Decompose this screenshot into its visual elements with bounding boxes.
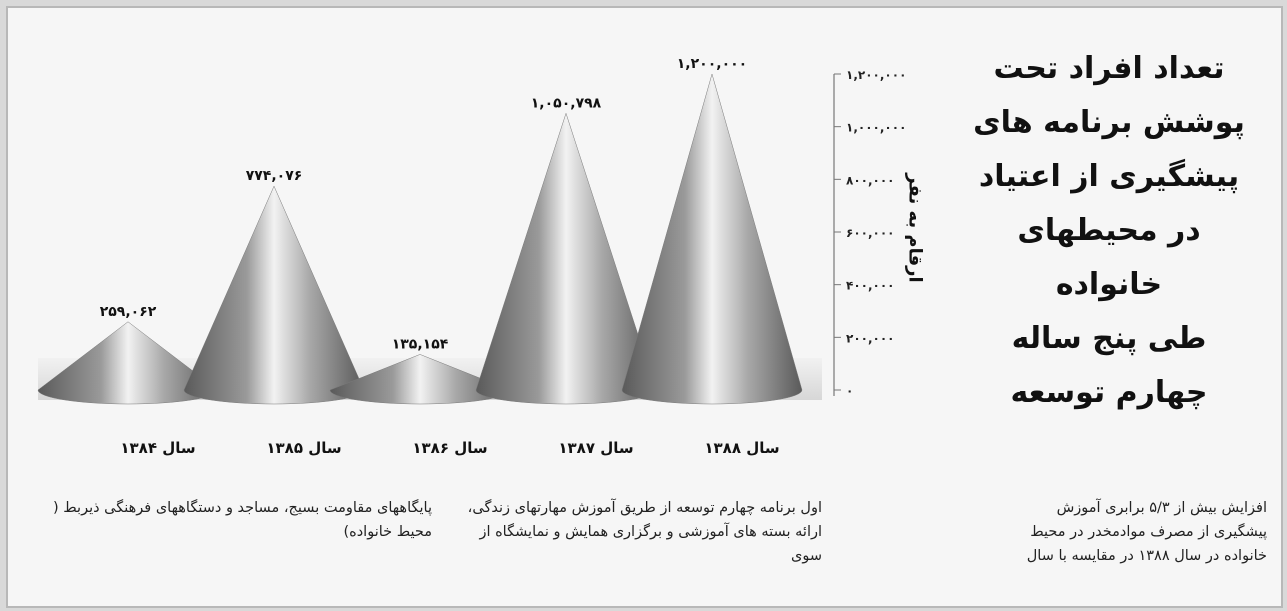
chart-title-line: تعداد افراد تحت [993,51,1225,86]
data-label: ۱,۰۵۰,۷۹۸ [531,95,602,111]
x-tick-label: سال ۱۳۸۴ [120,439,195,457]
chart-title-line: پیشگیری از اعتیاد [978,159,1240,194]
y-tick-label: ۱,۲۰۰,۰۰۰ [846,68,906,82]
y-tick-label: ۰ [846,384,853,398]
y-tick-label: ۱,۰۰۰,۰۰۰ [846,121,906,135]
paragraph-middle: اول برنامه چهارم توسعه از طریق آموزش مها… [467,500,822,564]
cone-mark [621,73,803,405]
x-tick-label: سال ۱۳۸۸ [704,439,779,457]
y-tick-label: ۸۰۰,۰۰۰ [846,173,895,187]
chart-title-line: در محیطهای خانواده [1017,213,1201,302]
data-label: ۱۳۵,۱۵۴ [392,336,449,352]
y-tick-label: ۴۰۰,۰۰۰ [846,279,895,293]
data-label: ۱,۲۰۰,۰۰۰ [677,56,747,72]
y-tick-label: ۲۰۰,۰۰۰ [846,331,895,345]
figure-frame: تعداد افراد تحت پوشش برنامه های پیشگیری از… [6,6,1283,608]
paragraph-right: افزایش بیش از ۵/۳ برابری آموزش پیشگیری ا… [1026,500,1267,564]
cone-chart: ۰ ۲۰۰,۰۰۰ ۴۰۰,۰۰۰ ۶۰۰,۰۰۰ ۸۰۰,۰۰۰ ۱,۰۰۰,۰۰۰ ۱,… [37,56,906,457]
data-label: ۲۵۹,۰۶۲ [100,304,157,320]
paragraph-left: پایگاههای مقاومت بسیج، مساجد و دستگاههای… [53,500,432,540]
x-tick-label: سال ۱۳۸۶ [412,439,487,457]
x-tick-label: سال ۱۳۸۵ [266,439,341,457]
chart-title: تعداد افراد تحت پوشش برنامه های پیشگیری از… [959,42,1259,420]
cone-mark [475,112,657,405]
chart-title-line: چهارم توسعه [1010,375,1208,410]
x-tick-label: سال ۱۳۸۷ [558,439,633,457]
data-label: ۷۷۴,۰۷۶ [246,168,303,184]
cone-mark [183,185,365,405]
chart-title-line: طی پنج ساله [1011,321,1207,356]
chart-title-line: پوشش برنامه های [973,105,1245,140]
y-tick-label: ۶۰۰,۰۰۰ [846,226,895,240]
